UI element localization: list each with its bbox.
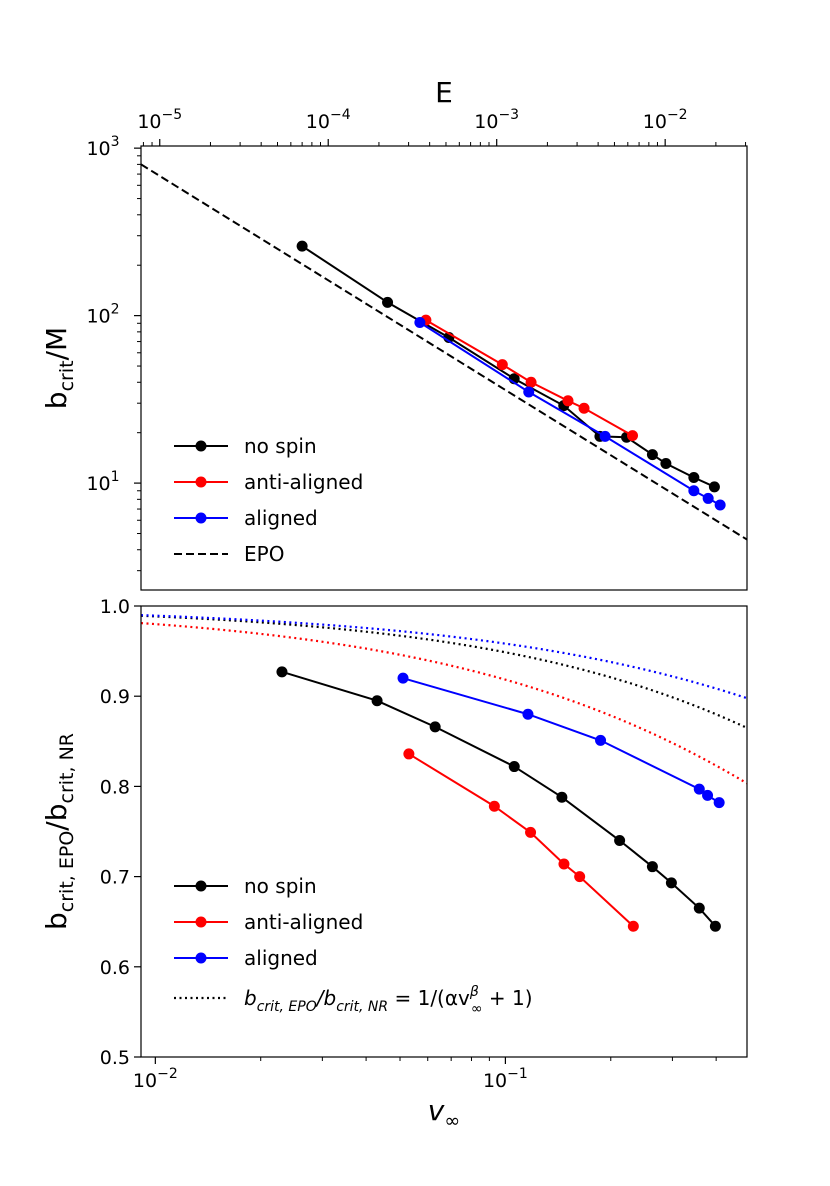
top-x-axis-label: E bbox=[435, 76, 453, 109]
top-data-point-anti-aligned bbox=[496, 359, 508, 371]
top-data-point-no-spin bbox=[688, 472, 700, 484]
bottom-fit-curve-anti-aligned bbox=[141, 621, 747, 785]
top-data-point-aligned bbox=[714, 499, 726, 511]
top-data-point-anti-aligned bbox=[627, 430, 639, 442]
bottom-data-point-anti-aligned bbox=[525, 826, 537, 838]
bottom-data-point-no-spin bbox=[709, 920, 721, 932]
top-legend-marker bbox=[195, 440, 207, 452]
bottom-y-tick-label: 0.5 bbox=[100, 1047, 130, 1069]
bottom-legend-label: no spin bbox=[244, 874, 317, 898]
top-legend-label: no spin bbox=[244, 434, 317, 458]
top-data-point-no-spin bbox=[660, 457, 672, 469]
bottom-legend-label: aligned bbox=[244, 946, 318, 970]
bottom-series-line-anti-aligned bbox=[408, 753, 635, 927]
top-y-tick-label: 102 bbox=[86, 302, 119, 328]
top-legend-label: aligned bbox=[244, 506, 318, 530]
bottom-legend-label: anti-aligned bbox=[244, 910, 363, 934]
top-data-point-no-spin bbox=[646, 449, 658, 461]
bottom-data-point-no-spin bbox=[429, 721, 441, 733]
bottom-data-point-no-spin bbox=[665, 877, 677, 889]
bottom-data-point-no-spin bbox=[371, 695, 383, 707]
top-axes-frame bbox=[140, 145, 748, 591]
top-y-tick-label: 101 bbox=[86, 469, 119, 495]
top-plot-area bbox=[141, 163, 747, 541]
top-legend: no spin anti-aligned aligned EPO bbox=[174, 434, 363, 566]
bottom-data-point-anti-aligned bbox=[574, 871, 586, 883]
top-y-axis-label: bcrit/M bbox=[40, 327, 78, 409]
bottom-data-point-no-spin bbox=[646, 861, 658, 873]
bottom-y-axis-label: bcrit, EPO/bcrit, NR bbox=[40, 733, 78, 930]
bottom-data-point-anti-aligned bbox=[627, 920, 639, 932]
top-series-line-EPO bbox=[141, 163, 747, 541]
bottom-fit-curve-no-spin bbox=[141, 614, 747, 729]
top-data-point-no-spin bbox=[382, 296, 394, 308]
top-data-point-aligned bbox=[688, 485, 700, 497]
bottom-data-point-no-spin bbox=[276, 666, 288, 678]
bottom-panel: 10−2 10−1 0.5 0.6 0.7 0.8 0.9 1.0 v∞ bcrit, EPO/b… bbox=[40, 596, 748, 1132]
bottom-series-line-no-spin bbox=[281, 670, 717, 927]
bottom-data-point-no-spin bbox=[556, 791, 568, 803]
bottom-data-point-aligned bbox=[713, 797, 725, 809]
bottom-data-point-anti-aligned bbox=[488, 800, 500, 812]
bottom-data-point-aligned bbox=[522, 708, 534, 720]
bottom-data-point-aligned bbox=[693, 783, 705, 795]
bottom-fit-curve-aligned bbox=[141, 614, 747, 700]
top-legend-marker bbox=[195, 512, 207, 524]
bottom-legend-fit-label: bcrit, EPO/bcrit, NR = 1/(αvβ ∞ + 1) bbox=[244, 984, 533, 1017]
top-data-point-anti-aligned bbox=[525, 376, 537, 388]
bottom-legend-marker bbox=[195, 880, 207, 892]
bottom-series-line-aligned bbox=[402, 677, 720, 804]
bottom-axes-frame bbox=[140, 605, 748, 1058]
bottom-data-point-no-spin bbox=[614, 835, 626, 847]
bottom-x-tick-label: 10−1 bbox=[483, 1066, 528, 1092]
top-data-point-anti-aligned bbox=[578, 402, 590, 414]
bottom-y-tick-label: 0.8 bbox=[100, 776, 130, 798]
bottom-data-point-anti-aligned bbox=[403, 748, 415, 760]
bottom-data-point-anti-aligned bbox=[558, 858, 570, 870]
top-series-line-aligned bbox=[419, 321, 721, 506]
bottom-data-point-aligned bbox=[595, 734, 607, 746]
bottom-legend-marker bbox=[195, 952, 207, 964]
top-data-point-aligned bbox=[702, 492, 714, 504]
bottom-y-tick-label: 0.9 bbox=[100, 686, 130, 708]
top-data-point-aligned bbox=[599, 430, 611, 442]
bottom-data-point-no-spin bbox=[693, 902, 705, 914]
top-legend-marker bbox=[195, 476, 207, 488]
bottom-legend-marker bbox=[195, 916, 207, 928]
bottom-plot-area bbox=[141, 614, 747, 932]
top-series-line-anti-aligned bbox=[425, 319, 634, 437]
top-y-tick-label: 103 bbox=[86, 134, 119, 160]
top-x-tick-label: 10−2 bbox=[643, 107, 688, 133]
bottom-y-tick-label: 0.6 bbox=[100, 957, 130, 979]
top-data-point-aligned bbox=[414, 316, 426, 328]
bottom-x-axis-label: v∞ bbox=[428, 1094, 460, 1132]
top-legend-label: EPO bbox=[244, 542, 284, 566]
bottom-legend: no spin anti-aligned aligned bcrit, EPO/bcr… bbox=[174, 874, 533, 1017]
top-data-point-anti-aligned bbox=[562, 395, 574, 407]
top-legend-label: anti-aligned bbox=[244, 470, 363, 494]
top-x-tick-label: 10−3 bbox=[474, 107, 519, 133]
bottom-data-point-no-spin bbox=[508, 761, 520, 773]
bottom-y-tick-label: 0.7 bbox=[100, 867, 130, 889]
bottom-data-point-aligned bbox=[397, 672, 409, 684]
bottom-x-tick-label: 10−2 bbox=[133, 1066, 178, 1092]
bottom-y-tick-label: 1.0 bbox=[100, 596, 130, 618]
top-data-point-aligned bbox=[523, 386, 535, 398]
top-data-point-no-spin bbox=[296, 240, 308, 252]
bottom-data-point-aligned bbox=[702, 789, 714, 801]
top-data-point-no-spin bbox=[708, 481, 720, 493]
top-x-tick-label: 10−4 bbox=[306, 107, 351, 133]
top-x-tick-label: 10−5 bbox=[137, 107, 182, 133]
